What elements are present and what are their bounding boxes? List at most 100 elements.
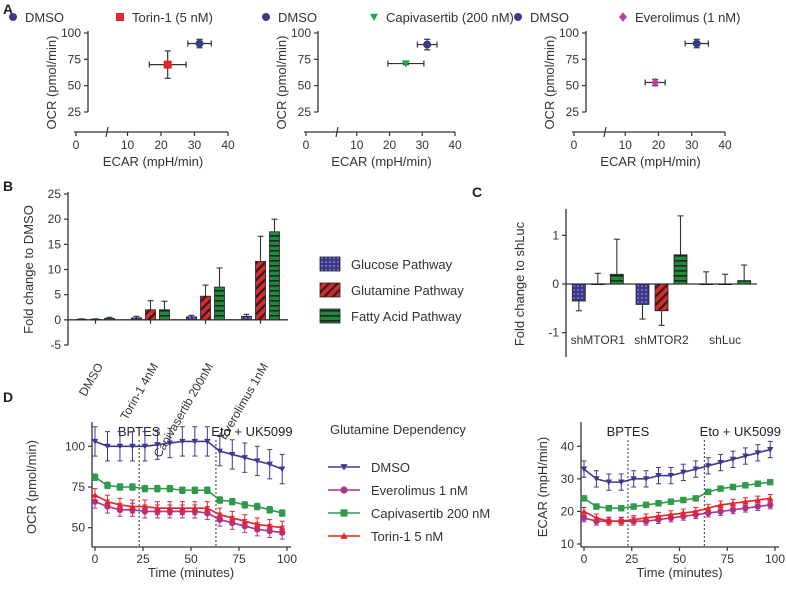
x-category-label: DMSO <box>76 361 106 399</box>
data-point <box>166 504 174 511</box>
data-point <box>680 469 687 476</box>
bar <box>159 309 170 321</box>
data-point <box>767 446 774 453</box>
data-point <box>754 503 762 510</box>
data-point <box>729 456 737 463</box>
data-point <box>618 479 625 486</box>
data-point <box>91 438 99 445</box>
data-point <box>241 455 248 461</box>
axis-break <box>105 126 109 138</box>
series-line <box>583 448 771 483</box>
data-point <box>692 39 701 48</box>
x-axis-label: ECAR (mpH/min) <box>600 154 700 169</box>
x-tick-label: 10 <box>350 138 364 152</box>
legend-label: Everolimus 1 nM <box>371 483 468 498</box>
y-tick-label: 100 <box>65 439 85 453</box>
data-point <box>116 501 124 508</box>
panel-label-c: C <box>472 184 482 200</box>
series-line <box>94 494 283 529</box>
legend-label: DMSO <box>25 10 64 25</box>
data-point <box>630 516 637 523</box>
data-point <box>141 503 149 510</box>
data-point <box>154 504 161 511</box>
y-tick-label: 20 <box>48 212 62 226</box>
x-tick-label: 40 <box>221 138 235 152</box>
data-point <box>104 482 111 489</box>
data-point <box>279 524 286 531</box>
data-point <box>116 443 124 450</box>
y-tick-label: 0 <box>54 313 61 327</box>
data-point <box>166 440 174 447</box>
legend-label: Capivasertib (200 nM) <box>386 10 514 25</box>
data-point <box>630 476 637 483</box>
y-tick-label: 5 <box>54 288 61 302</box>
data-point <box>729 506 737 513</box>
data-point <box>129 483 136 491</box>
y-tick-label: 40 <box>561 439 575 453</box>
data-point <box>742 498 749 505</box>
chart-b-fold-change-dmso: -5 0 5 10 15 20 25 Fold change to DMSO DMSO Torin… <box>21 187 464 460</box>
y-tick-label: -5 <box>50 338 61 352</box>
y-tick-label: 25 <box>48 187 62 201</box>
data-point <box>401 60 410 68</box>
data-point <box>229 498 236 505</box>
legend-marker <box>116 13 124 21</box>
bar <box>635 283 650 305</box>
x-tick-label: 10 <box>121 138 135 152</box>
data-point <box>580 466 588 473</box>
data-point <box>655 473 662 479</box>
y-tick-label: 50 <box>566 79 580 93</box>
legend-label: Everolimus (1 nM) <box>635 10 740 25</box>
y-tick-label: 15 <box>48 237 62 251</box>
data-point <box>655 500 662 507</box>
x-tick-label: 25 <box>136 552 150 566</box>
legend-swatch <box>319 282 341 298</box>
y-axis-label: OCR (pmol/min) <box>274 36 289 130</box>
bar <box>214 286 225 321</box>
x-tick-label: 20 <box>383 138 397 152</box>
bar <box>200 295 211 321</box>
data-point <box>423 40 432 49</box>
x-tick-label: 30 <box>416 138 430 152</box>
legend-swatch <box>319 256 341 272</box>
x-tick-label: 20 <box>652 138 666 152</box>
bar <box>673 254 688 285</box>
data-point <box>141 443 149 450</box>
axis-break <box>603 126 607 138</box>
chart-a-everolimus: DMSO Everolimus (1 nM) 25 50 75 100 0 10 20 30 40 E… <box>514 10 740 169</box>
data-point <box>667 473 675 479</box>
data-point <box>129 443 136 450</box>
legend-label: Glucose Pathway <box>351 257 453 272</box>
bar <box>255 261 266 321</box>
bar <box>718 283 733 286</box>
y-tick-label: 50 <box>72 521 86 535</box>
y-tick-label: 20 <box>561 504 575 518</box>
bar <box>590 283 605 286</box>
x-tick-label: 30 <box>188 138 202 152</box>
y-tick-label: 75 <box>298 52 312 66</box>
data-point <box>680 509 687 516</box>
x-tick-label: 40 <box>718 138 732 152</box>
data-point <box>642 514 650 521</box>
data-point <box>667 511 675 518</box>
data-point <box>141 485 149 492</box>
legend-label: DMSO <box>530 10 569 25</box>
data-point <box>266 506 273 513</box>
injection-label: Eto + UK5099 <box>700 424 781 439</box>
y-tick-label: 50 <box>68 79 82 93</box>
bar <box>241 315 252 321</box>
y-tick-label: 25 <box>566 105 580 119</box>
x-category-label: shMTOR2 <box>634 333 689 347</box>
data-point <box>195 39 204 48</box>
data-point <box>593 476 600 483</box>
data-point <box>104 498 111 505</box>
legend-swatch <box>319 308 341 324</box>
data-point <box>593 514 600 521</box>
chart-a-capivasertib: DMSO Capivasertib (200 nM) 25 50 75 100 0 10 20 3… <box>262 10 514 169</box>
data-point <box>580 514 588 522</box>
data-point <box>605 504 613 512</box>
data-point <box>742 453 749 460</box>
data-point <box>767 501 774 509</box>
x-category-label: shLuc <box>709 333 741 347</box>
legend-label: Glutamine Pathway <box>351 283 464 298</box>
